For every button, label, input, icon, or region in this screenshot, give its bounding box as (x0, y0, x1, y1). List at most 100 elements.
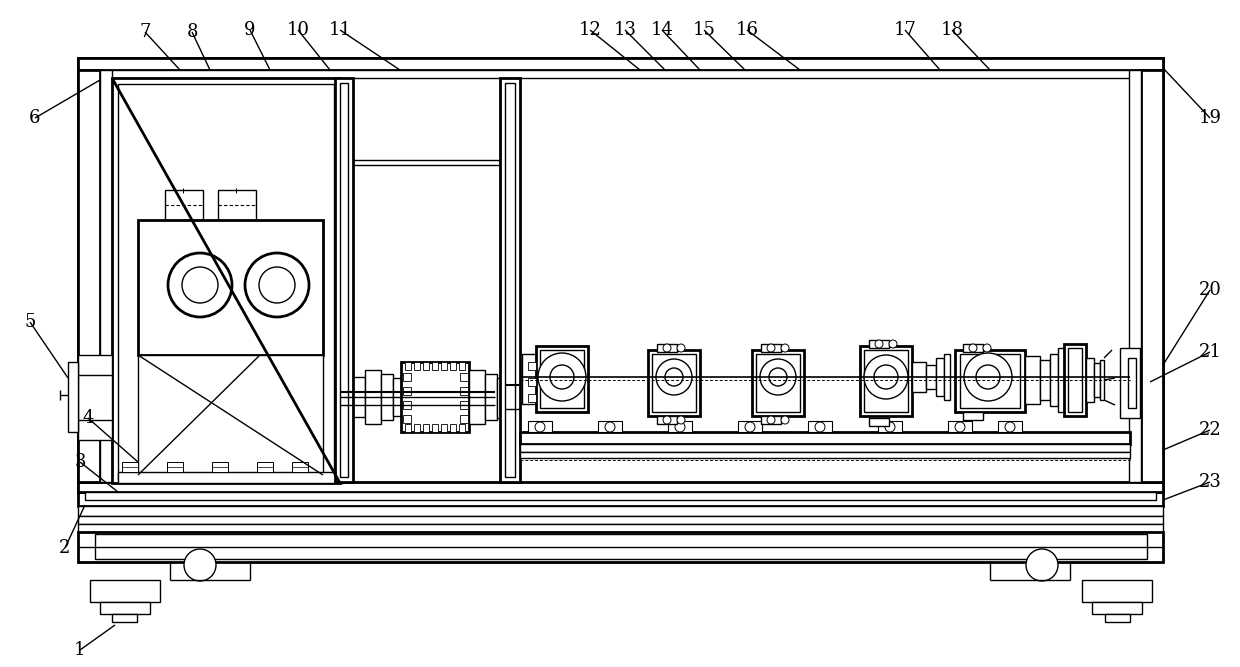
Bar (459, 362, 465, 370)
Circle shape (677, 416, 684, 424)
Bar (520, 452, 1130, 458)
Bar (861, 346, 911, 416)
Bar (1083, 580, 1152, 602)
Bar (118, 472, 343, 483)
Bar (756, 354, 800, 412)
Bar (78, 492, 1163, 506)
Bar (528, 394, 536, 402)
Bar (528, 421, 552, 432)
Text: 10: 10 (286, 21, 310, 39)
Bar (78, 70, 100, 482)
Bar (257, 462, 273, 472)
Bar (138, 220, 322, 355)
Bar (68, 362, 78, 432)
Bar (112, 614, 136, 622)
Circle shape (864, 355, 908, 399)
Circle shape (246, 253, 309, 317)
Bar (1050, 354, 1058, 406)
Bar (536, 346, 588, 412)
Bar (539, 350, 584, 408)
Bar (485, 374, 497, 420)
Text: 11: 11 (329, 21, 351, 39)
Bar (528, 378, 536, 386)
Bar (460, 401, 467, 409)
Circle shape (815, 422, 825, 432)
Bar (138, 355, 322, 475)
Bar (450, 362, 456, 370)
Bar (1025, 356, 1040, 404)
Text: 17: 17 (894, 21, 916, 39)
Bar (78, 532, 1163, 562)
Text: 19: 19 (1199, 109, 1221, 127)
Bar (450, 424, 456, 432)
Circle shape (768, 416, 775, 424)
Text: 13: 13 (614, 21, 636, 39)
Text: 12: 12 (579, 21, 601, 39)
Text: 7: 7 (139, 23, 151, 41)
Bar (1040, 360, 1050, 400)
Text: 22: 22 (1199, 421, 1221, 439)
Bar (761, 416, 781, 424)
Text: 8: 8 (186, 23, 197, 41)
Bar (393, 378, 401, 416)
Text: 5: 5 (25, 313, 36, 331)
Bar (122, 462, 138, 472)
Bar (365, 370, 381, 424)
Bar (1128, 70, 1141, 482)
Bar (522, 354, 536, 404)
Bar (1092, 602, 1142, 614)
Bar (112, 78, 340, 483)
Bar (649, 350, 701, 416)
Bar (911, 362, 926, 392)
Bar (403, 373, 410, 381)
Bar (1105, 614, 1130, 622)
Bar (878, 421, 901, 432)
Circle shape (768, 344, 775, 352)
Circle shape (769, 368, 787, 386)
Circle shape (534, 422, 546, 432)
Bar (1064, 344, 1086, 416)
Text: 4: 4 (82, 409, 94, 427)
Bar (218, 190, 255, 220)
Bar (414, 424, 420, 432)
Circle shape (663, 344, 671, 352)
Bar (1100, 360, 1104, 400)
Bar (423, 362, 429, 370)
Text: 9: 9 (244, 21, 255, 39)
Text: 15: 15 (693, 21, 715, 39)
Circle shape (1004, 422, 1016, 432)
Bar (167, 462, 184, 472)
Circle shape (259, 267, 295, 303)
Bar (1068, 348, 1083, 412)
Text: 6: 6 (30, 109, 41, 127)
Bar (78, 58, 1163, 492)
Circle shape (955, 422, 965, 432)
Bar (100, 602, 150, 614)
Circle shape (665, 368, 683, 386)
Bar (459, 424, 465, 432)
Bar (652, 354, 696, 412)
Bar (460, 373, 467, 381)
Bar (423, 424, 429, 432)
Circle shape (875, 340, 883, 348)
Bar (497, 378, 505, 418)
Bar (335, 78, 353, 482)
Bar (998, 421, 1022, 432)
Bar (381, 374, 393, 420)
Circle shape (976, 365, 999, 389)
Bar (1141, 70, 1163, 482)
Bar (86, 492, 1156, 500)
Bar (761, 344, 781, 352)
Bar (291, 462, 308, 472)
Circle shape (963, 353, 1012, 401)
Bar (955, 350, 1025, 412)
Circle shape (551, 365, 574, 389)
Circle shape (874, 365, 898, 389)
Bar (403, 415, 410, 423)
Circle shape (675, 422, 684, 432)
Bar (340, 83, 348, 477)
Bar (78, 524, 1163, 532)
Bar (520, 444, 1130, 452)
Bar (401, 362, 469, 432)
Bar (1120, 348, 1140, 418)
